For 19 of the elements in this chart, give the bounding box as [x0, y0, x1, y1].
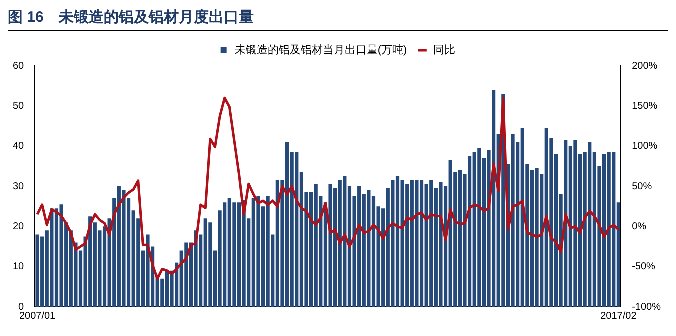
x-tick-label: 2017/02: [600, 310, 638, 322]
y2-tick-label: -50%: [632, 262, 656, 273]
y-tick-label: 40: [13, 141, 25, 152]
y-tick-label: 20: [13, 221, 25, 232]
y2-tick-label: 100%: [632, 141, 658, 152]
y2-tick-label: -100%: [632, 302, 662, 313]
x-tick-label: 2007/01: [19, 310, 56, 322]
y-tick-label: 0: [18, 302, 25, 313]
y-tick-label: 50: [13, 100, 25, 112]
y-tick-label: 10: [13, 262, 25, 273]
y2-tick-label: 150%: [632, 100, 658, 112]
y2-tick-label: 200%: [632, 60, 658, 72]
legend-label: 未锻造的铝及铝材当月出口量(万吨): [234, 44, 408, 57]
y-tick-label: 60: [13, 60, 25, 72]
y-tick-label: 30: [13, 181, 25, 192]
y2-tick-label: 0%: [632, 221, 647, 232]
chart-title: 图 16 未锻造的铝及铝材月度出口量: [8, 8, 668, 31]
y2-tick-label: 50%: [632, 181, 652, 192]
legend-label: 同比: [434, 44, 456, 57]
